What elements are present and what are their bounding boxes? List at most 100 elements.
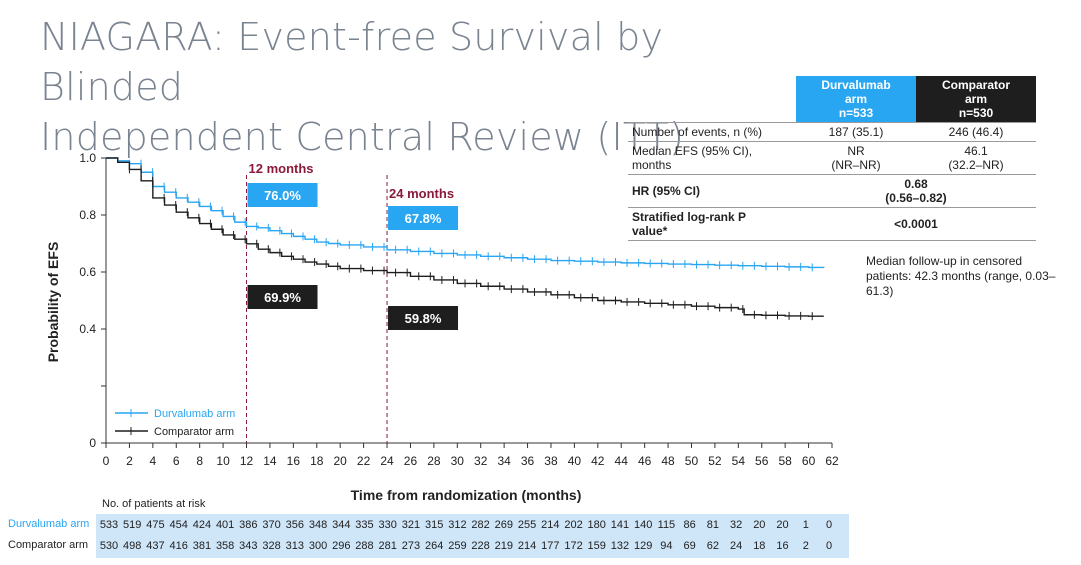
x-tick-label: 20 — [334, 454, 348, 468]
risk-value-comparator: 219 — [495, 540, 513, 552]
table-row-hazard-ratio: HR (95% CI) 0.68 (0.56–0.82) — [628, 174, 1036, 208]
chart-legend: Durvalumab arm Comparator arm — [115, 408, 235, 438]
risk-value-comparator: 132 — [611, 540, 629, 552]
risk-value-durvalumab: 533 — [100, 519, 118, 531]
risk-value-comparator: 2 — [803, 540, 809, 552]
risk-value-durvalumab: 401 — [216, 519, 234, 531]
risk-value-comparator: 177 — [541, 540, 559, 552]
x-tick-label: 46 — [638, 454, 652, 468]
y-tick-label: 1.0 — [79, 151, 96, 165]
y-tick-label: 0.6 — [79, 265, 96, 279]
x-tick-label: 30 — [451, 454, 465, 468]
risk-table-band — [96, 514, 849, 558]
risk-value-comparator: 228 — [471, 540, 489, 552]
risk-value-comparator: 172 — [564, 540, 582, 552]
risk-value-comparator: 214 — [518, 540, 536, 552]
x-tick-label: 6 — [173, 454, 180, 468]
x-tick-label: 42 — [591, 454, 605, 468]
risk-value-comparator: 24 — [730, 540, 742, 552]
x-tick-label: 32 — [474, 454, 488, 468]
x-tick-label: 52 — [708, 454, 722, 468]
risk-value-comparator: 273 — [402, 540, 420, 552]
risk-row-label-durvalumab: Durvalumab arm — [8, 518, 90, 530]
risk-value-durvalumab: 81 — [707, 519, 719, 531]
x-tick-label: 12 — [240, 454, 254, 468]
risk-value-comparator: 259 — [448, 540, 466, 552]
x-tick-label: 56 — [755, 454, 769, 468]
risk-value-durvalumab: 330 — [379, 519, 397, 531]
risk-value-comparator: 416 — [169, 540, 187, 552]
hazard-ratio-value: 0.68 (0.56–0.82) — [796, 174, 1036, 208]
durvalumab-column-header: Durvalumab arm n=533 — [796, 76, 916, 123]
risk-value-comparator: 94 — [660, 540, 672, 552]
chart-axes: 0 2 4 6 8 10 12 14 16 18 20 22 24 26 28 30 32 34 36 38 40 42 4… — [79, 151, 839, 468]
table-row-median-efs: Median EFS (95% CI), months NR (NR–NR) 46.… — [628, 141, 1036, 175]
risk-value-durvalumab: 140 — [634, 519, 652, 531]
risk-value-comparator: 381 — [193, 540, 211, 552]
x-tick-label: 28 — [427, 454, 441, 468]
risk-value-comparator: 530 — [100, 540, 118, 552]
risk-value-comparator: 0 — [826, 540, 832, 552]
risk-value-durvalumab: 202 — [564, 519, 582, 531]
chart-curves — [106, 157, 825, 321]
landmark-value-durvalumab: 67.8% — [405, 211, 442, 226]
landmark-value-comparator: 59.8% — [405, 311, 442, 326]
row-label: HR (95% CI) — [628, 174, 796, 208]
x-tick-label: 54 — [732, 454, 746, 468]
follow-up-note: Median follow-up in censored patients: 4… — [866, 254, 1056, 298]
risk-value-durvalumab: 115 — [658, 519, 676, 531]
risk-row-label-comparator: Comparator arm — [8, 539, 89, 551]
x-tick-label: 38 — [544, 454, 558, 468]
risk-value-durvalumab: 370 — [262, 519, 280, 531]
risk-value-durvalumab: 255 — [518, 519, 536, 531]
x-tick-label: 22 — [357, 454, 371, 468]
x-tick-label: 16 — [287, 454, 301, 468]
comparator-column-header: Comparator arm n=530 — [916, 76, 1036, 123]
risk-value-durvalumab: 141 — [611, 519, 629, 531]
comparator-median-efs: 46.1 (32.2–NR) — [916, 141, 1036, 175]
risk-value-durvalumab: 321 — [402, 519, 420, 531]
risk-value-comparator: 62 — [707, 540, 719, 552]
risk-value-comparator: 129 — [634, 540, 652, 552]
x-tick-label: 26 — [404, 454, 418, 468]
risk-value-durvalumab: 20 — [753, 519, 765, 531]
risk-value-comparator: 18 — [753, 540, 765, 552]
risk-value-durvalumab: 519 — [123, 519, 141, 531]
x-tick-label: 58 — [778, 454, 792, 468]
x-tick-label: 44 — [615, 454, 629, 468]
risk-value-comparator: 328 — [262, 540, 280, 552]
x-tick-label: 48 — [661, 454, 675, 468]
risk-value-comparator: 296 — [332, 540, 350, 552]
risk-value-durvalumab: 1 — [803, 519, 809, 531]
risk-value-durvalumab: 312 — [448, 519, 466, 531]
y-axis-label: Probability of EFS — [45, 242, 61, 363]
x-axis-label: Time from randomization (months) — [351, 487, 582, 503]
risk-value-comparator: 343 — [239, 540, 257, 552]
x-tick-label: 8 — [196, 454, 203, 468]
slide-title: NIAGARA: Event-free Survival by Blinded … — [40, 12, 760, 162]
x-tick-label: 2 — [126, 454, 133, 468]
y-tick-label: 0.8 — [79, 208, 96, 222]
landmark-box-comparator — [388, 306, 459, 330]
risk-value-comparator: 358 — [216, 540, 234, 552]
risk-value-comparator: 159 — [588, 540, 606, 552]
x-tick-label: 14 — [263, 454, 277, 468]
landmark-value-durvalumab: 76.0% — [264, 188, 301, 203]
x-tick-label: 36 — [521, 454, 535, 468]
risk-value-durvalumab: 32 — [730, 519, 742, 531]
x-tick-label: 4 — [149, 454, 156, 468]
risk-value-comparator: 300 — [309, 540, 327, 552]
durvalumab-events: 187 (35.1) — [796, 122, 916, 142]
landmark-value-comparator: 69.9% — [264, 290, 301, 305]
y-tick-label: 0.4 — [79, 322, 96, 336]
row-label: Number of events, n (%) — [628, 122, 796, 142]
title-line-2: Independent Central Review (ITT) — [40, 115, 685, 159]
legend-label: Durvalumab arm — [154, 408, 235, 420]
risk-value-comparator: 288 — [355, 540, 373, 552]
risk-value-durvalumab: 282 — [471, 519, 489, 531]
risk-value-durvalumab: 214 — [541, 519, 559, 531]
x-tick-label: 62 — [825, 454, 839, 468]
risk-value-durvalumab: 335 — [355, 519, 373, 531]
